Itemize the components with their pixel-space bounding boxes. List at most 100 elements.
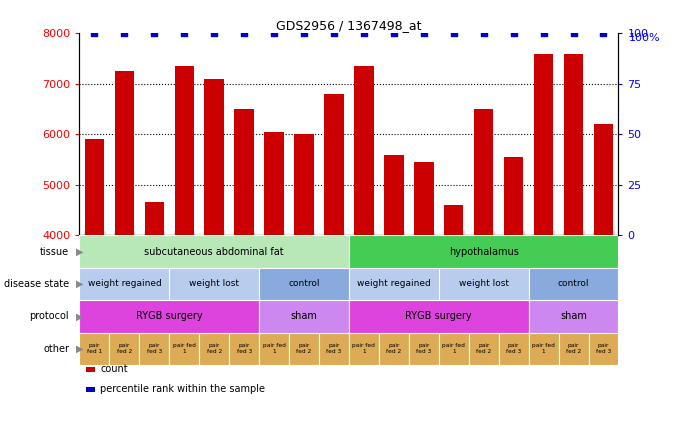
- Point: [568, 30, 579, 37]
- Point: [119, 30, 130, 37]
- Bar: [499, 333, 529, 365]
- Bar: [474, 109, 493, 437]
- Point: [418, 30, 429, 37]
- Point: [478, 30, 489, 37]
- Bar: [144, 202, 164, 437]
- Text: ▶: ▶: [76, 311, 84, 321]
- Bar: [175, 66, 194, 437]
- Text: pair
fed 2: pair fed 2: [476, 343, 491, 354]
- Bar: [169, 333, 199, 365]
- Text: pair
fed 2: pair fed 2: [566, 343, 581, 354]
- Text: ▶: ▶: [76, 246, 84, 257]
- Text: tissue: tissue: [40, 246, 69, 257]
- Text: RYGB surgery: RYGB surgery: [406, 311, 472, 321]
- Text: RYGB surgery: RYGB surgery: [136, 311, 202, 321]
- Text: ▶: ▶: [76, 279, 84, 289]
- Point: [299, 30, 310, 37]
- Text: ▶: ▶: [76, 344, 84, 354]
- Text: weight lost: weight lost: [189, 279, 239, 289]
- Text: pair fed
1: pair fed 1: [173, 343, 196, 354]
- Bar: [109, 333, 140, 365]
- Point: [538, 30, 549, 37]
- Bar: [558, 333, 589, 365]
- Text: subcutaneous abdominal fat: subcutaneous abdominal fat: [144, 246, 284, 257]
- Text: pair
fed 3: pair fed 3: [236, 343, 252, 354]
- Bar: [259, 268, 349, 300]
- Text: pair
fed 3: pair fed 3: [416, 343, 431, 354]
- Bar: [468, 333, 499, 365]
- Text: sham: sham: [560, 311, 587, 321]
- Text: weight lost: weight lost: [459, 279, 509, 289]
- Text: pair fed
1: pair fed 1: [442, 343, 465, 354]
- Text: pair
fed 3: pair fed 3: [326, 343, 341, 354]
- Bar: [319, 333, 349, 365]
- Bar: [589, 333, 618, 365]
- Text: pair
fed 1: pair fed 1: [87, 343, 102, 354]
- Text: percentile rank within the sample: percentile rank within the sample: [100, 385, 265, 394]
- Text: pair fed
1: pair fed 1: [352, 343, 375, 354]
- Text: pair
fed 2: pair fed 2: [386, 343, 401, 354]
- Point: [179, 30, 190, 37]
- Text: disease state: disease state: [4, 279, 69, 289]
- Title: GDS2956 / 1367498_at: GDS2956 / 1367498_at: [276, 19, 422, 32]
- Bar: [234, 109, 254, 437]
- Bar: [349, 235, 618, 268]
- Bar: [349, 300, 529, 333]
- Bar: [564, 54, 583, 437]
- Text: weight regained: weight regained: [357, 279, 430, 289]
- Bar: [259, 333, 289, 365]
- Bar: [79, 333, 109, 365]
- Bar: [140, 333, 169, 365]
- Text: count: count: [100, 365, 128, 374]
- Bar: [444, 205, 464, 437]
- Bar: [79, 300, 259, 333]
- Text: pair
fed 3: pair fed 3: [596, 343, 611, 354]
- Bar: [379, 333, 409, 365]
- Bar: [529, 300, 618, 333]
- Bar: [594, 124, 613, 437]
- Bar: [349, 268, 439, 300]
- Bar: [265, 132, 284, 437]
- Text: pair
fed 2: pair fed 2: [296, 343, 312, 354]
- Text: hypothalamus: hypothalamus: [448, 246, 519, 257]
- Bar: [79, 235, 349, 268]
- Text: control: control: [558, 279, 589, 289]
- Bar: [414, 162, 433, 437]
- Bar: [79, 268, 169, 300]
- Bar: [199, 333, 229, 365]
- Point: [149, 30, 160, 37]
- Bar: [504, 157, 523, 437]
- Bar: [349, 333, 379, 365]
- Point: [89, 30, 100, 37]
- Text: 100%: 100%: [630, 33, 661, 44]
- Bar: [409, 333, 439, 365]
- Text: other: other: [43, 344, 69, 354]
- Point: [238, 30, 249, 37]
- Point: [328, 30, 339, 37]
- Bar: [384, 155, 404, 437]
- Point: [448, 30, 460, 37]
- Text: pair
fed 2: pair fed 2: [117, 343, 132, 354]
- Text: weight regained: weight regained: [88, 279, 161, 289]
- Bar: [324, 94, 343, 437]
- Text: pair fed
1: pair fed 1: [263, 343, 285, 354]
- Text: pair
fed 3: pair fed 3: [146, 343, 162, 354]
- Text: sham: sham: [291, 311, 317, 321]
- Bar: [115, 71, 134, 437]
- Bar: [354, 66, 374, 437]
- Bar: [289, 333, 319, 365]
- Point: [359, 30, 370, 37]
- Point: [388, 30, 399, 37]
- Bar: [529, 268, 618, 300]
- Bar: [229, 333, 259, 365]
- Point: [269, 30, 280, 37]
- Text: control: control: [288, 279, 320, 289]
- Bar: [294, 135, 314, 437]
- Bar: [205, 79, 224, 437]
- Text: protocol: protocol: [30, 311, 69, 321]
- Point: [598, 30, 609, 37]
- Bar: [169, 268, 259, 300]
- Text: pair
fed 2: pair fed 2: [207, 343, 222, 354]
- Bar: [85, 139, 104, 437]
- Point: [209, 30, 220, 37]
